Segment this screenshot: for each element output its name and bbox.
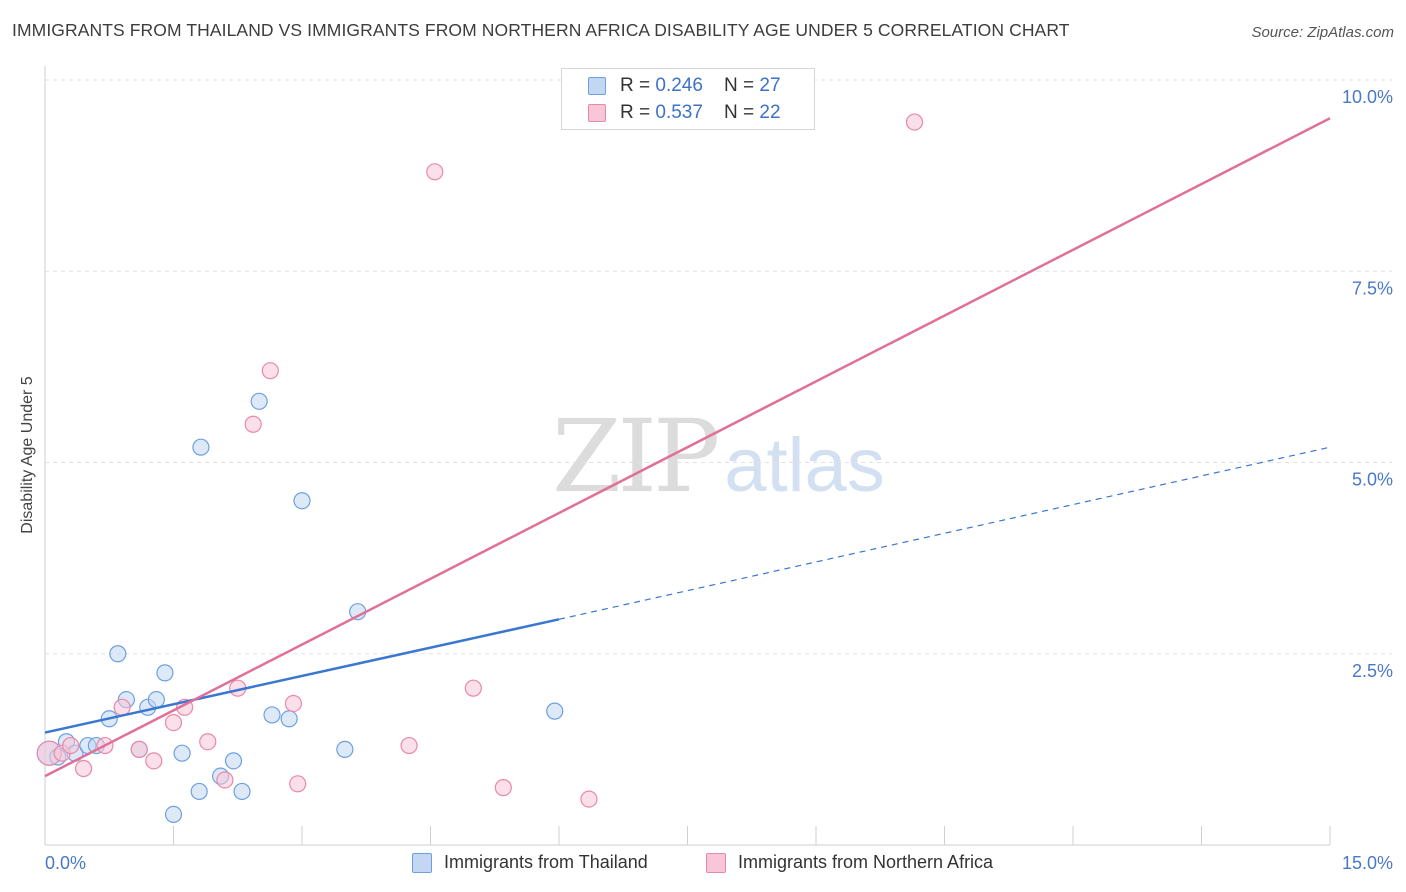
- point-northern-africa-14: [261, 362, 279, 380]
- point-thailand-20: [250, 392, 268, 410]
- point-thailand-26: [546, 702, 564, 720]
- point-thailand-22: [280, 710, 298, 728]
- legend-text-northern-africa: R = 0.537 N = 22: [620, 102, 781, 123]
- chart-title: IMMIGRANTS FROM THAILAND VS IMMIGRANTS F…: [12, 20, 1070, 40]
- point-northern-africa-6: [130, 740, 148, 758]
- trend-line-northern-africa: [44, 117, 1331, 778]
- bottom-legend-label-northern-africa: Immigrants from Northern Africa: [738, 852, 994, 872]
- y-tick-label-0: 2.5%: [1352, 661, 1393, 681]
- point-thailand-12: [156, 664, 174, 682]
- trend-line-thailand: [44, 618, 560, 734]
- y-tick-label-3: 10.0%: [1342, 87, 1393, 107]
- watermark-atlas: atlas: [724, 423, 885, 508]
- watermark: ZIP atlas: [552, 398, 885, 515]
- trend-line-thailand-extension: [558, 446, 1331, 620]
- point-northern-africa-7: [145, 752, 163, 770]
- point-northern-africa-17: [400, 736, 418, 755]
- point-thailand-15: [190, 782, 208, 801]
- point-northern-africa-22: [905, 113, 924, 131]
- point-northern-africa-16: [289, 775, 307, 793]
- point-northern-africa-11: [216, 771, 234, 789]
- point-thailand-14: [173, 744, 191, 762]
- point-thailand-23: [293, 492, 311, 510]
- bottom-legend-swatch-thailand: [412, 853, 432, 873]
- bottom-legend-swatch-northern-africa: [706, 853, 726, 873]
- x-tick-label-1: 15.0%: [1342, 853, 1393, 873]
- correlation-legend: R = 0.246 N = 27 R = 0.537 N = 22: [561, 68, 815, 130]
- point-thailand-18: [224, 752, 243, 770]
- y-tick-label-1: 5.0%: [1352, 470, 1393, 490]
- point-thailand-7: [109, 645, 127, 663]
- legend-swatch-northern-africa: [588, 104, 606, 122]
- point-thailand-11: [147, 691, 165, 709]
- point-thailand-13: [164, 805, 183, 824]
- x-tick-label-0: 0.0%: [45, 853, 86, 873]
- point-thailand-16: [192, 438, 210, 456]
- source-label: Source: ZipAtlas.com: [1251, 24, 1394, 41]
- point-northern-africa-5: [113, 698, 131, 716]
- point-northern-africa-10: [199, 733, 217, 751]
- y-tick-label-2: 7.5%: [1352, 278, 1393, 298]
- watermark-zip: ZIP: [552, 398, 720, 515]
- point-northern-africa-13: [244, 415, 262, 433]
- point-northern-africa-8: [164, 713, 183, 732]
- bottom-legend-label-thailand: Immigrants from Thailand: [444, 852, 648, 872]
- point-thailand-24: [336, 740, 354, 758]
- legend-swatch-thailand: [588, 77, 606, 95]
- point-northern-africa-18: [426, 163, 444, 181]
- point-northern-africa-20: [494, 779, 512, 797]
- point-thailand-19: [233, 782, 251, 801]
- point-northern-africa-3: [74, 759, 93, 778]
- point-northern-africa-19: [464, 679, 482, 697]
- legend-text-thailand: R = 0.246 N = 27: [620, 75, 781, 96]
- point-northern-africa-15: [284, 694, 303, 713]
- point-thailand-21: [263, 706, 281, 724]
- point-northern-africa-2: [62, 736, 80, 755]
- point-northern-africa-21: [580, 790, 598, 808]
